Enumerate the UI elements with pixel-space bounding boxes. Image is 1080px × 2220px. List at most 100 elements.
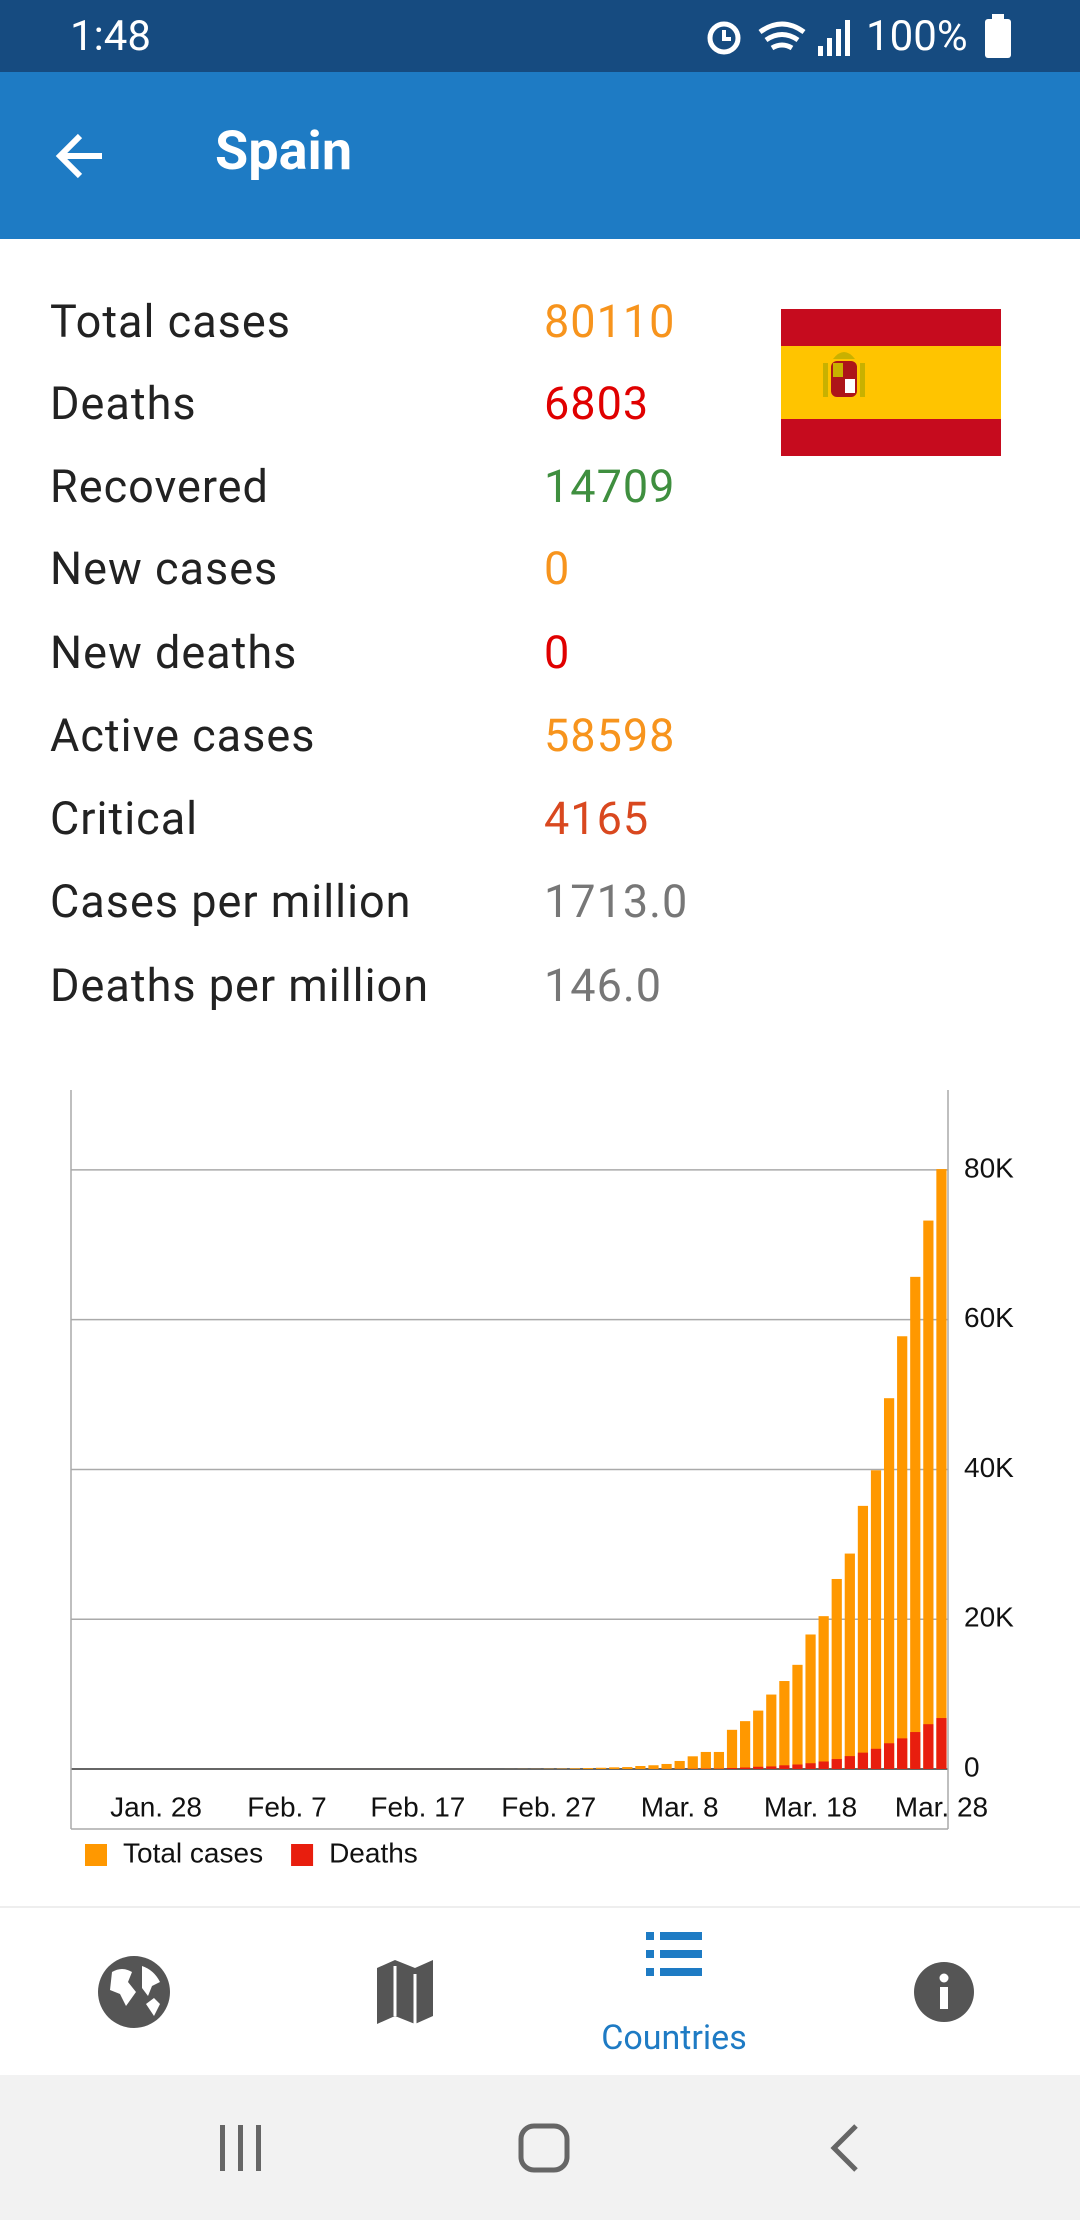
- world-tab[interactable]: [98, 1956, 170, 2028]
- bar: [766, 1766, 777, 1769]
- bar: [582, 1768, 594, 1769]
- battery-level: 100%: [866, 12, 968, 61]
- stat-label: New deaths: [50, 626, 298, 679]
- legend-swatch: [85, 1844, 107, 1866]
- bar: [753, 1766, 764, 1769]
- bar: [923, 1724, 934, 1769]
- bar: [818, 1616, 829, 1769]
- stat-value: 0: [544, 626, 571, 679]
- page-title: Spain: [215, 120, 353, 183]
- stat-label: Recovered: [50, 460, 269, 513]
- flag: [781, 309, 1001, 456]
- bar: [857, 1505, 869, 1769]
- bar: [910, 1276, 921, 1769]
- bar: [923, 1220, 934, 1769]
- stat-value: 1713.0: [544, 875, 689, 928]
- bar: [883, 1398, 895, 1769]
- x-tick-label: Feb. 7: [247, 1791, 326, 1822]
- legend-swatch: [291, 1844, 314, 1866]
- bar: [674, 1760, 685, 1769]
- bar: [844, 1756, 855, 1769]
- bar: [844, 1553, 855, 1769]
- bar: [648, 1765, 659, 1769]
- bar: [726, 1768, 738, 1769]
- bar: [622, 1767, 633, 1769]
- stat-value: 146.0: [544, 959, 663, 1012]
- bar: [910, 1732, 921, 1769]
- recents-button[interactable]: [218, 2123, 264, 2173]
- bar: [569, 1768, 581, 1769]
- bar: [936, 1718, 947, 1769]
- stat-label: Deaths: [50, 377, 197, 430]
- bar: [661, 1763, 672, 1769]
- bar: [805, 1763, 816, 1769]
- bar: [897, 1336, 908, 1769]
- battery-icon: [985, 14, 1011, 58]
- bar: [740, 1767, 751, 1769]
- bar: [831, 1578, 842, 1769]
- bottom-nav: Countries: [0, 1906, 1080, 2077]
- bar: [726, 1729, 738, 1769]
- x-tick-label: Mar. 18: [764, 1791, 857, 1822]
- bar: [870, 1748, 882, 1769]
- stat-label: Active cases: [50, 709, 316, 762]
- bar: [831, 1759, 842, 1769]
- bar: [883, 1743, 895, 1769]
- system-nav: [0, 2075, 1080, 2220]
- back-button[interactable]: [52, 128, 108, 184]
- x-tick-label: Feb. 17: [370, 1791, 465, 1822]
- x-tick-label: Mar. 28: [895, 1791, 988, 1822]
- stat-value: 14709: [544, 460, 676, 513]
- status-icons: [707, 20, 850, 56]
- x-tick-label: Feb. 27: [501, 1791, 596, 1822]
- y-tick-label: 60K: [964, 1302, 1014, 1333]
- stat-label: Critical: [50, 792, 199, 845]
- info-tab[interactable]: [914, 1962, 974, 2022]
- bar: [818, 1761, 829, 1769]
- bar: [753, 1710, 764, 1769]
- stat-value: 80110: [544, 295, 676, 348]
- bar: [635, 1766, 646, 1769]
- bar: [792, 1764, 803, 1769]
- countries-tab[interactable]: [646, 1930, 702, 1978]
- back-system-button[interactable]: [828, 2123, 860, 2173]
- bar: [779, 1765, 790, 1769]
- y-tick-label: 80K: [964, 1152, 1014, 1183]
- stat-label: Total cases: [50, 295, 291, 348]
- bar: [609, 1767, 620, 1769]
- bar: [687, 1756, 698, 1769]
- map-tab[interactable]: [377, 1960, 433, 2024]
- countries-tab-label[interactable]: Countries: [601, 2018, 747, 2058]
- bar: [792, 1664, 803, 1769]
- status-bar: 1:48 100%: [0, 0, 1080, 72]
- bar: [779, 1681, 790, 1769]
- bar: [936, 1169, 947, 1769]
- stat-value: 58598: [544, 709, 676, 762]
- chart: 0 20K 40K 60K 80K Jan. 28 Feb. 7 Feb. 17 Feb. 27…: [70, 1090, 1014, 1868]
- x-tick-label: Mar. 8: [641, 1791, 719, 1822]
- bar: [870, 1470, 882, 1769]
- bar: [766, 1694, 777, 1769]
- app-bar: Spain: [0, 72, 1080, 239]
- stat-label: Deaths per million: [50, 959, 430, 1012]
- y-tick-label: 40K: [964, 1452, 1014, 1483]
- home-button[interactable]: [518, 2123, 570, 2173]
- legend-label: Total cases: [123, 1837, 263, 1868]
- stat-label: Cases per million: [50, 875, 412, 928]
- bar: [857, 1752, 869, 1769]
- stat-value: 4165: [544, 792, 650, 845]
- y-tick-label: 0: [964, 1751, 980, 1782]
- bar: [897, 1738, 908, 1769]
- legend-label: Deaths: [329, 1837, 418, 1868]
- bar: [713, 1751, 725, 1769]
- stat-label: New cases: [50, 542, 279, 595]
- bar: [740, 1721, 751, 1769]
- stat-value: 6803: [544, 377, 650, 430]
- clock: 1:48: [70, 12, 151, 61]
- stat-value: 0: [544, 542, 571, 595]
- bar: [700, 1751, 711, 1769]
- bar: [805, 1634, 816, 1769]
- bar: [596, 1767, 607, 1769]
- y-tick-label: 20K: [964, 1602, 1014, 1633]
